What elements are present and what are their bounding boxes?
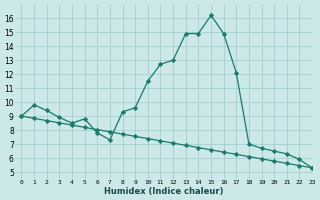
- X-axis label: Humidex (Indice chaleur): Humidex (Indice chaleur): [104, 187, 223, 196]
